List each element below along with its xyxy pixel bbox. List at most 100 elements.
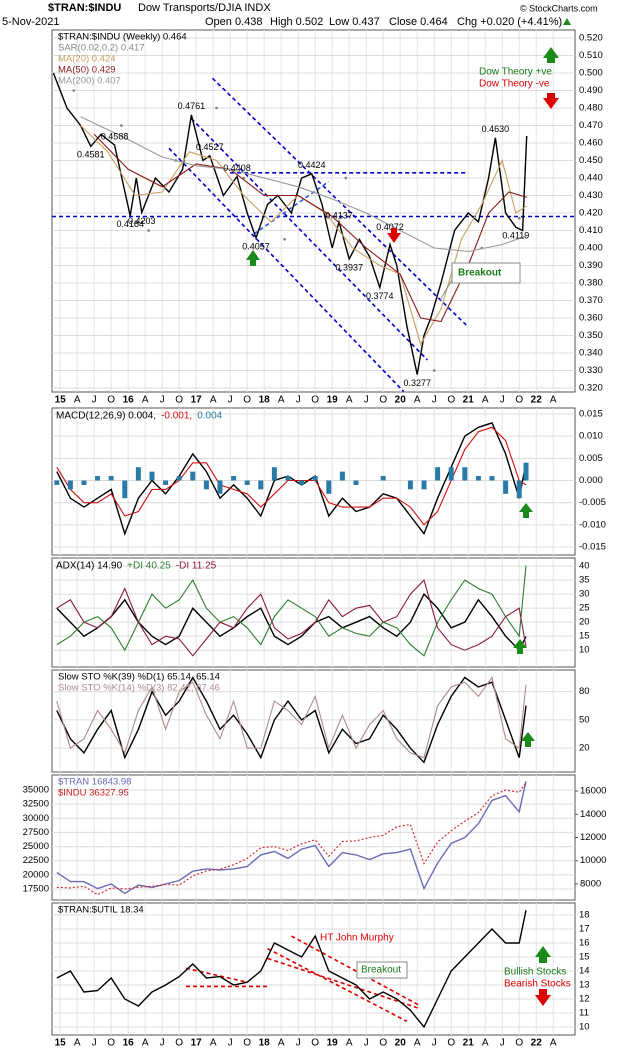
legend-entry: -DI 11.25 — [176, 561, 217, 572]
series-line — [80, 125, 527, 346]
histogram-bar — [54, 480, 60, 485]
y-tick-label: 32500 — [23, 799, 49, 810]
legend-entry: MA(20) 0.424 — [58, 54, 116, 65]
series-line — [56, 426, 527, 526]
x-tick-label: O — [175, 1038, 183, 1049]
x-tick-label: O — [107, 395, 115, 406]
x-tick-label: J — [364, 395, 369, 406]
legend-entry: SAR(0.02,0.2) 0.417 — [58, 43, 145, 54]
series-line — [56, 910, 527, 1029]
callout-pointer — [439, 279, 453, 301]
series-line — [56, 565, 527, 657]
y-tick-label: -0.015 — [579, 542, 606, 553]
arrow-up — [543, 47, 559, 63]
histogram-bar — [448, 467, 454, 481]
series-line — [80, 116, 527, 253]
histogram-bar — [489, 476, 495, 481]
legend-entry: MACD(12,26,9) 0.004, — [56, 411, 156, 422]
arrow-up — [519, 503, 533, 518]
annotation: Breakout — [361, 965, 401, 976]
y-tick-label: 0.370 — [579, 295, 603, 306]
x-tick-label: 18 — [259, 1038, 271, 1049]
credit: © StockCharts.com — [520, 3, 598, 13]
histogram-bar — [176, 476, 182, 481]
legend-entry: Slow STO %K(14) %D(3) 82.42, 87.46 — [58, 683, 220, 694]
y-tick-label: 10 — [579, 1022, 590, 1033]
y-tick-label: 20 — [579, 617, 590, 628]
x-tick-label: 17 — [191, 1038, 203, 1049]
point-label: 0.3937 — [335, 262, 363, 272]
x-tick-label: 21 — [463, 395, 475, 406]
x-tick-label: A — [550, 395, 557, 406]
y-tick-label: 0.520 — [579, 33, 603, 44]
point-label: 0.4057 — [242, 241, 270, 251]
plot-layer: 0.320 0.330 0.340 0.350 0.360 0.370 0.380 0.390… — [23, 29, 606, 1049]
callout-box — [356, 961, 408, 979]
x-tick-label: A — [278, 395, 285, 406]
y-tick-label: 0.470 — [579, 120, 603, 131]
point-label: 0.4119 — [502, 231, 529, 241]
y2-tick-label: 16000 — [580, 786, 606, 797]
series-line — [56, 592, 527, 652]
y2-tick-label: 10000 — [580, 855, 606, 866]
x-tick-label: A — [74, 395, 81, 406]
x-tick-label: A — [414, 1038, 421, 1049]
point-label: 0.4203 — [128, 216, 156, 226]
histogram-bar — [81, 480, 87, 485]
quote-close: Close 0.464 — [389, 16, 448, 28]
point-label: 0.4072 — [376, 222, 404, 232]
y-tick-label: 0.390 — [579, 260, 603, 271]
x-tick-label: O — [107, 1038, 115, 1049]
y-tick-label: 0.420 — [579, 208, 603, 219]
sar-dot — [215, 106, 218, 110]
legend-entry: ADX(14) 14.90 — [56, 561, 123, 572]
x-tick-label: J — [500, 1038, 505, 1049]
x-tick-label: J — [92, 395, 97, 406]
y-tick-label: 0.490 — [579, 85, 603, 96]
histogram-bar — [190, 471, 196, 481]
legend-entry: Slow STO %K(39) %D(1) 65.14, 65.14 — [58, 672, 220, 683]
x-tick-label: O — [311, 1038, 319, 1049]
y-tick-label: 0.430 — [579, 190, 603, 201]
x-tick-label: O — [515, 1038, 523, 1049]
histogram-bar — [462, 467, 468, 481]
y-tick-label: 0.360 — [579, 313, 603, 324]
sar-dot — [344, 176, 348, 180]
histogram-bar — [149, 471, 155, 481]
y-tick-label: 0.380 — [579, 278, 603, 289]
x-tick-label: J — [500, 395, 505, 406]
x-tick-label: A — [346, 1038, 353, 1049]
y-tick-label: 0.005 — [579, 453, 603, 464]
x-tick-label: A — [482, 1038, 489, 1049]
annotation: Dow Theory -ve — [479, 79, 550, 90]
sar-dot — [283, 237, 286, 241]
point-label: 0.3277 — [403, 378, 431, 388]
trendline — [267, 957, 421, 1010]
x-tick-label: O — [515, 395, 523, 406]
histogram-bar — [67, 480, 73, 490]
histogram-bar — [285, 476, 291, 481]
x-tick-label: J — [228, 395, 233, 406]
x-tick-label: J — [364, 1038, 369, 1049]
series-line — [56, 579, 527, 657]
histogram-bar — [135, 467, 141, 481]
annotation: HT John Murphy — [320, 933, 394, 944]
x-tick-label: A — [346, 395, 353, 406]
histogram-bar — [217, 480, 223, 494]
x-tick-label: J — [432, 395, 437, 406]
histogram-bar — [258, 480, 264, 490]
histogram-bar — [407, 480, 413, 490]
point-label: 0.4184 — [116, 219, 144, 229]
y-tick-label: 27500 — [23, 827, 49, 838]
histogram-bar — [353, 480, 359, 485]
date: 5-Nov-2021 — [2, 16, 59, 28]
quote-open: Open 0.438 — [205, 16, 263, 28]
x-tick-label: 17 — [191, 395, 203, 406]
histogram-bar — [380, 476, 386, 481]
panel-frame — [51, 774, 576, 901]
histogram-bar — [326, 480, 332, 494]
y-tick-label: 0.350 — [579, 330, 603, 341]
point-label: 0.3774 — [366, 291, 394, 301]
x-tick-label: 16 — [123, 1038, 135, 1049]
point-label: 0.4527 — [196, 142, 224, 152]
